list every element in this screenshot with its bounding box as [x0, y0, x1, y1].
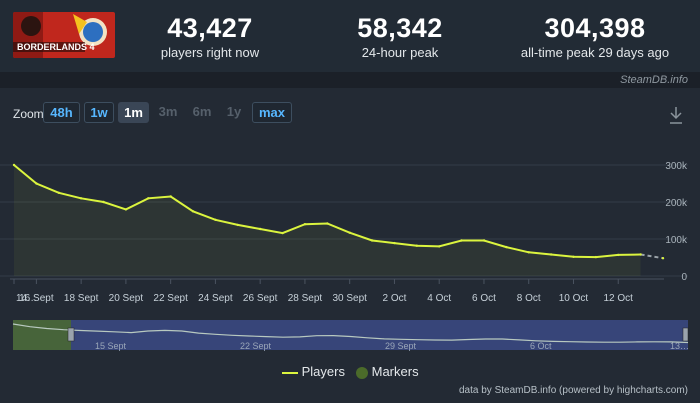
legend-players-label: Players: [301, 364, 345, 379]
x-tick-label: 8 Oct: [517, 293, 541, 304]
data-point: [236, 223, 239, 227]
navigator-label: 29 Sept: [385, 341, 417, 351]
x-tick-label: 14…: [16, 293, 37, 304]
x-tick-label: 24 Sept: [198, 293, 233, 304]
chart-grid: [0, 164, 688, 277]
data-point: [482, 239, 486, 242]
x-tick-label: 12 Oct: [604, 293, 634, 304]
markers-legend-symbol: [356, 366, 368, 379]
game-logo[interactable]: BORDERLANDS 4: [13, 12, 115, 58]
navigator-label: 22 Sept: [240, 341, 272, 351]
zoom-6m-button: 6m: [192, 104, 212, 119]
stat-value: 43,427: [167, 13, 253, 43]
y-tick-label: 300k: [665, 161, 688, 172]
data-point: [572, 255, 575, 258]
navigator-label: 6 Oct: [530, 341, 552, 351]
data-point: [79, 197, 83, 200]
data-point: [57, 191, 60, 194]
player-count-chart[interactable]: 0 100k 200k 300k 14…16 Sept 18 Sept 20 Sept 22…: [0, 88, 700, 353]
x-tick-label: 20 Sept: [109, 293, 144, 304]
navigator-handle-right: [682, 327, 689, 342]
players-series-projection: [640, 253, 664, 260]
legend-players[interactable]: Players: [282, 364, 345, 379]
zoom-1y-button: 1y: [226, 104, 242, 119]
players-area: [14, 165, 641, 276]
players-legend-symbol: [282, 371, 298, 374]
x-tick-label: 28 Sept: [288, 293, 323, 304]
data-point: [617, 253, 620, 257]
data-point: [661, 257, 665, 260]
data-point: [35, 182, 38, 185]
x-axis: 14…16 Sept 18 Sept 20 Sept 22 Sept 24 Sept 26…: [10, 278, 664, 304]
data-point: [102, 200, 105, 204]
data-point: [348, 231, 351, 234]
y-tick-label: 0: [681, 272, 687, 283]
data-point: [303, 223, 307, 226]
navigator-unselected-mask: [13, 320, 71, 350]
game-logo-text: BORDERLANDS 4: [17, 42, 95, 52]
x-tick-label: 10 Oct: [559, 293, 589, 304]
data-point: [594, 255, 598, 259]
x-tick-label: 4 Oct: [427, 293, 451, 304]
stat-value: 304,398: [544, 13, 646, 43]
data-point: [214, 218, 217, 221]
stat-label: 24-hour peak: [361, 45, 439, 60]
data-point: [169, 195, 172, 198]
chart-plot-area: [12, 163, 665, 276]
zoom-48h-button[interactable]: 48h: [43, 102, 80, 123]
data-point: [281, 231, 284, 235]
x-tick-label: 22 Sept: [153, 293, 188, 304]
data-point: [370, 239, 374, 242]
y-tick-label: 200k: [665, 198, 688, 209]
stat-players-now: 43,427 players right now: [140, 12, 280, 61]
x-tick-label: 2 Oct: [382, 293, 406, 304]
download-icon[interactable]: [668, 104, 684, 126]
x-tick-label: 6 Oct: [472, 293, 496, 304]
chart-panel: Zoom 48h 1w 1m 3m 6m 1y max Players Mark…: [0, 88, 700, 403]
x-tick-label: 16 Sept: [19, 293, 54, 304]
data-point: [191, 210, 195, 213]
zoom-3m-button: 3m: [158, 104, 178, 119]
stat-label: players right now: [160, 45, 260, 60]
data-point: [639, 253, 642, 256]
data-point: [460, 239, 463, 242]
legend-markers[interactable]: Markers: [356, 364, 419, 379]
x-tick-label: 26 Sept: [243, 293, 278, 304]
navigator: 15 Sept 22 Sept 29 Sept 6 Oct 13…: [12, 320, 689, 351]
stat-label: all-time peak 29 days ago: [520, 45, 670, 60]
stat-24h-peak: 58,342 24-hour peak: [330, 12, 470, 61]
data-point: [326, 222, 329, 225]
navigator-handle-left: [67, 327, 75, 342]
data-point: [259, 227, 262, 231]
zoom-1w-button[interactable]: 1w: [84, 102, 114, 123]
navigator-series-line: [12, 323, 689, 344]
data-point: [124, 208, 128, 211]
data-point: [549, 253, 553, 256]
y-axis: 0 100k 200k 300k: [665, 161, 688, 283]
data-point: [505, 245, 508, 249]
zoom-1m-button[interactable]: 1m: [118, 102, 149, 123]
data-point: [12, 163, 16, 167]
data-point: [393, 241, 396, 245]
navigator-label: 15 Sept: [95, 341, 127, 351]
x-tick-label: 18 Sept: [64, 293, 99, 304]
data-point: [415, 244, 418, 247]
navigator-background: [13, 320, 688, 350]
steamdb-watermark: SteamDB.info: [620, 74, 688, 86]
y-tick-label: 100k: [665, 235, 688, 246]
data-point: [438, 245, 441, 248]
data-point: [527, 251, 530, 254]
stat-value: 58,342: [357, 13, 443, 43]
stat-all-time-peak: 304,398 all-time peak 29 days ago: [520, 12, 670, 61]
stats-header: BORDERLANDS 4 43,427 players right now 5…: [0, 0, 700, 72]
zoom-label: Zoom: [13, 107, 44, 121]
x-tick-label: 30 Sept: [332, 293, 367, 304]
credits[interactable]: data by SteamDB.info (powered by highcha…: [459, 385, 688, 396]
navigator-label: 13…: [670, 341, 689, 351]
zoom-max-button[interactable]: max: [252, 102, 292, 123]
data-point: [147, 197, 150, 200]
legend-markers-label: Markers: [371, 364, 419, 379]
